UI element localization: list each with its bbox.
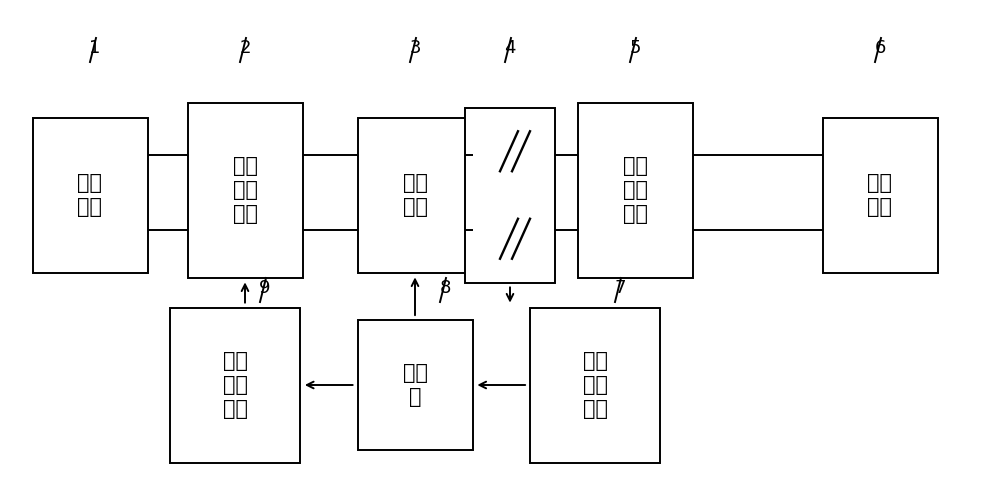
Bar: [358, 117, 473, 273]
Text: 4: 4: [504, 39, 516, 57]
Text: 6: 6: [874, 39, 886, 57]
Text: 8: 8: [439, 279, 451, 297]
Bar: [530, 307, 660, 463]
Text: 负载
电路: 负载 电路: [868, 173, 893, 217]
Text: 高频
逆变
电路: 高频 逆变 电路: [232, 156, 258, 224]
Bar: [188, 102, 302, 278]
Text: 1: 1: [89, 39, 101, 57]
Text: 2: 2: [239, 39, 251, 57]
Bar: [822, 117, 938, 273]
Bar: [465, 108, 555, 282]
Text: 控制
器: 控制 器: [402, 363, 428, 407]
Text: 定频
驱动
电路: 定频 驱动 电路: [222, 351, 248, 419]
Bar: [578, 102, 692, 278]
Text: 调谐
电路: 调谐 电路: [402, 173, 428, 217]
Text: 9: 9: [259, 279, 271, 297]
Text: 整流
滤波
电路: 整流 滤波 电路: [622, 156, 648, 224]
Text: 电源
电路: 电源 电路: [78, 173, 103, 217]
Bar: [32, 117, 148, 273]
Text: 7: 7: [614, 279, 626, 297]
Text: 5: 5: [629, 39, 641, 57]
Text: 电容
检测
模块: 电容 检测 模块: [582, 351, 608, 419]
Text: 3: 3: [409, 39, 421, 57]
Bar: [170, 307, 300, 463]
Bar: [358, 320, 473, 450]
